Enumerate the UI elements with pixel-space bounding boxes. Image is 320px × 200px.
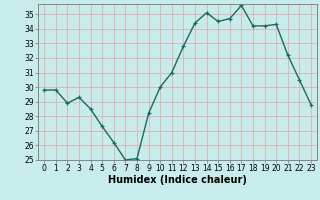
X-axis label: Humidex (Indice chaleur): Humidex (Indice chaleur) bbox=[108, 175, 247, 185]
